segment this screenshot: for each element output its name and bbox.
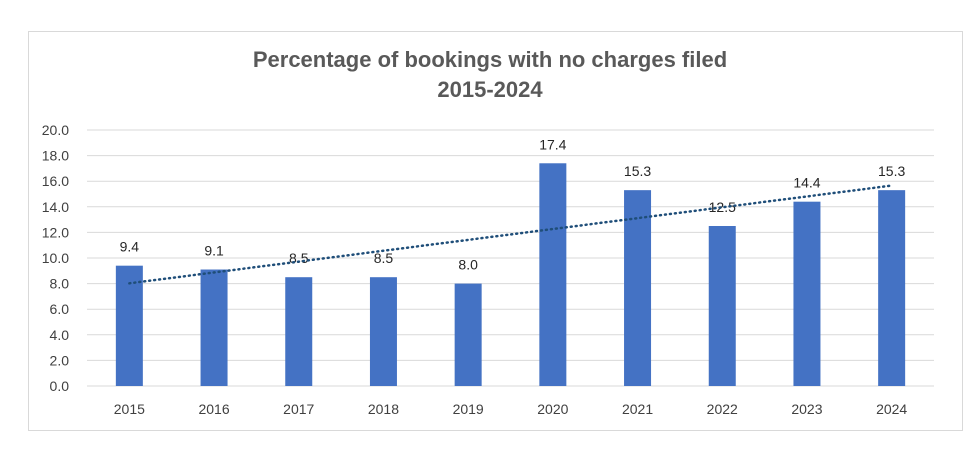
- chart-title: Percentage of bookings with no charges f…: [0, 45, 980, 105]
- y-tick-label: 6.0: [50, 301, 70, 317]
- y-tick-label: 14.0: [42, 199, 69, 215]
- bar: [285, 277, 313, 386]
- data-label: 12.5: [709, 199, 736, 215]
- x-tick-label: 2018: [368, 401, 399, 417]
- y-tick-label: 20.0: [42, 122, 69, 138]
- x-tick-label: 2016: [198, 401, 229, 417]
- y-tick-label: 10.0: [42, 250, 69, 266]
- bar: [708, 226, 736, 386]
- x-tick-label: 2022: [707, 401, 738, 417]
- data-label: 17.4: [539, 136, 566, 152]
- bar: [115, 265, 143, 386]
- data-label: 8.0: [458, 257, 478, 273]
- bar: [454, 283, 482, 386]
- y-tick-label: 12.0: [42, 224, 69, 240]
- x-tick-label: 2015: [114, 401, 145, 417]
- x-tick-label: 2024: [876, 401, 907, 417]
- x-tick-label: 2020: [537, 401, 568, 417]
- y-tick-label: 18.0: [42, 148, 69, 164]
- y-tick-label: 2.0: [50, 352, 70, 368]
- bar: [539, 163, 567, 386]
- data-label: 15.3: [878, 163, 905, 179]
- x-tick-label: 2023: [791, 401, 822, 417]
- x-tick-label: 2017: [283, 401, 314, 417]
- chart-title-line-2: 2015-2024: [437, 77, 543, 102]
- chart-title-line-1: Percentage of bookings with no charges f…: [252, 47, 728, 72]
- bar: [793, 201, 821, 386]
- data-label: 9.4: [120, 239, 140, 255]
- bar: [200, 269, 228, 386]
- x-tick-label: 2021: [622, 401, 653, 417]
- data-label: 8.5: [374, 250, 394, 266]
- y-tick-label: 0.0: [50, 378, 70, 394]
- x-tick-label: 2019: [453, 401, 484, 417]
- bar: [369, 277, 397, 386]
- data-label: 9.1: [204, 243, 224, 259]
- y-tick-label: 8.0: [50, 276, 70, 292]
- bar: [878, 190, 906, 386]
- y-tick-label: 4.0: [50, 327, 70, 343]
- data-label: 15.3: [624, 163, 651, 179]
- data-label: 8.5: [289, 250, 309, 266]
- bar: [624, 190, 652, 386]
- trendline: [128, 184, 893, 285]
- data-label: 14.4: [793, 175, 820, 191]
- y-tick-label: 16.0: [42, 173, 69, 189]
